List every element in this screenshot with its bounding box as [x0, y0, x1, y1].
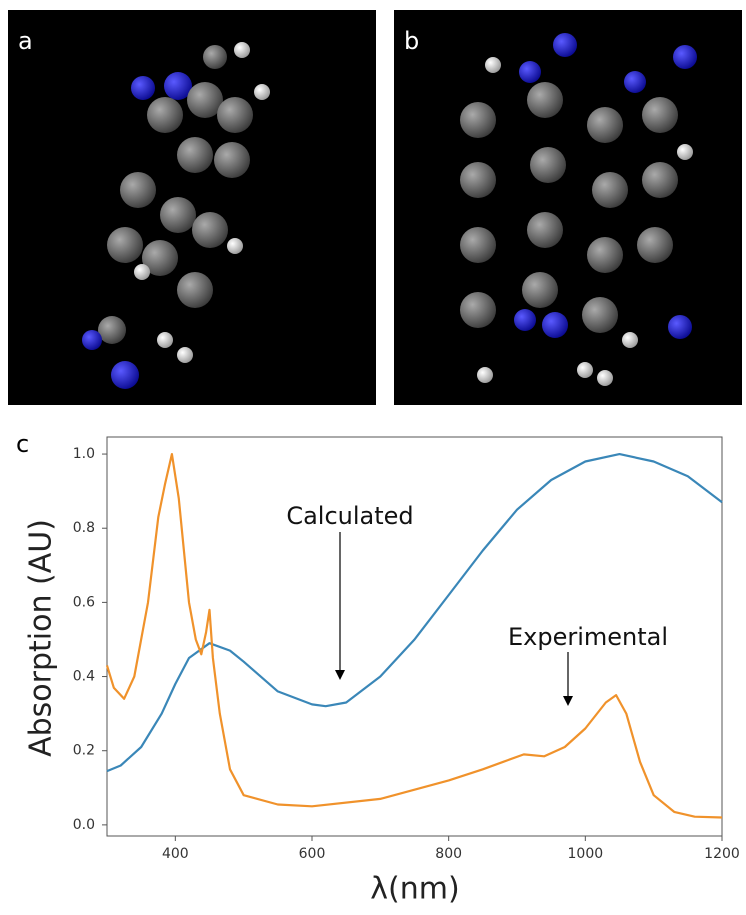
x-tick-label: 800: [435, 846, 462, 862]
atom: [107, 227, 143, 263]
atom: [120, 172, 156, 208]
atom: [637, 227, 673, 263]
y-tick-label: 0.0: [73, 817, 95, 833]
y-tick-label: 1.0: [73, 446, 95, 462]
atom: [160, 197, 196, 233]
atom: [514, 309, 536, 331]
annotation-arrowhead: [335, 670, 345, 680]
atom: [214, 142, 250, 178]
atom: [530, 147, 566, 183]
atom: [597, 370, 613, 386]
panel-b-background: [394, 10, 742, 405]
x-tick-label: 400: [162, 846, 189, 862]
atom: [527, 212, 563, 248]
atom: [677, 144, 693, 160]
atom: [157, 332, 173, 348]
panel-label: a: [18, 27, 33, 55]
atom: [519, 61, 541, 83]
y-tick-label: 0.4: [73, 669, 95, 685]
atom: [203, 45, 227, 69]
atom: [553, 33, 577, 57]
panel-label: c: [16, 430, 29, 458]
atom: [542, 312, 568, 338]
atom: [642, 97, 678, 133]
atom: [642, 162, 678, 198]
atom: [177, 347, 193, 363]
y-tick-label: 0.2: [73, 743, 95, 759]
y-axis-label: Absorption (AU): [24, 519, 59, 757]
y-tick-label: 0.6: [73, 594, 95, 610]
atom: [460, 227, 496, 263]
atom: [227, 238, 243, 254]
atom: [592, 172, 628, 208]
atom: [147, 97, 183, 133]
atom: [134, 264, 150, 280]
atom: [587, 107, 623, 143]
atom: [622, 332, 638, 348]
atom: [673, 45, 697, 69]
x-tick-label: 600: [299, 846, 326, 862]
x-tick-label: 1000: [568, 846, 604, 862]
atom: [527, 82, 563, 118]
atom: [111, 361, 139, 389]
atom: [192, 212, 228, 248]
atom: [254, 84, 270, 100]
atom: [587, 237, 623, 273]
atom: [82, 330, 102, 350]
atom: [477, 367, 493, 383]
x-tick-label: 1200: [704, 846, 740, 862]
atom: [522, 272, 558, 308]
x-axis-label: λ(nm): [370, 872, 459, 907]
atom: [131, 76, 155, 100]
atom: [460, 102, 496, 138]
atom: [177, 272, 213, 308]
atom: [624, 71, 646, 93]
atom: [234, 42, 250, 58]
atom: [460, 162, 496, 198]
atom: [460, 292, 496, 328]
y-tick-label: 0.8: [73, 520, 95, 536]
atom: [177, 137, 213, 173]
series-annotation: Calculated: [286, 502, 413, 530]
atom: [668, 315, 692, 339]
series-annotation: Experimental: [508, 623, 668, 651]
atom: [217, 97, 253, 133]
annotation-arrowhead: [563, 696, 573, 706]
figure: a b: [0, 0, 746, 915]
atom: [577, 362, 593, 378]
atom: [582, 297, 618, 333]
panel-label: b: [404, 27, 419, 55]
atom: [98, 316, 126, 344]
atom: [485, 57, 501, 73]
